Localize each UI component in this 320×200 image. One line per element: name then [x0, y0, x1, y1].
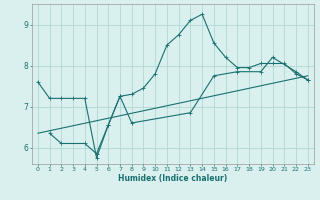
X-axis label: Humidex (Indice chaleur): Humidex (Indice chaleur) [118, 174, 228, 183]
